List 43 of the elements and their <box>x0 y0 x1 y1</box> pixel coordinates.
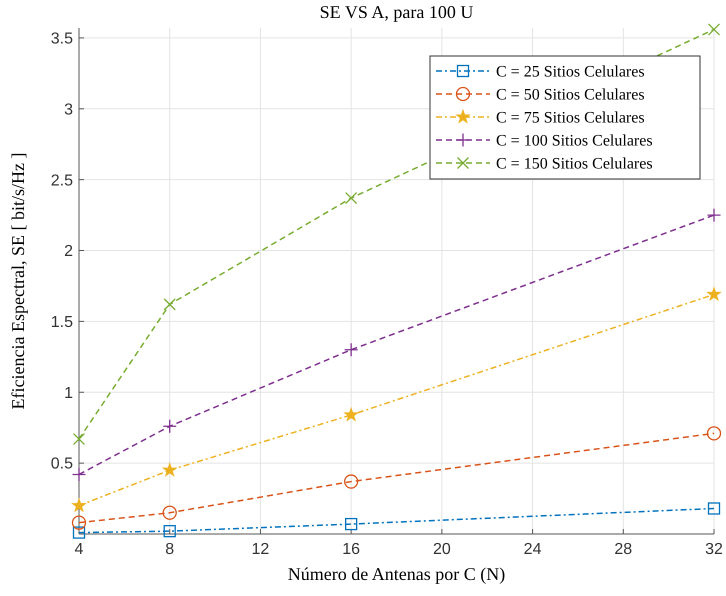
point <box>72 432 86 446</box>
x-tick-label: 12 <box>252 541 270 558</box>
point <box>344 192 358 204</box>
point <box>72 516 86 530</box>
legend-label: C = 150 Sitios Celulares <box>496 156 653 173</box>
y-axis-title: Eficiencia Espectral, SE [ bit/s/Hz ] <box>8 152 28 410</box>
x-tick-label: 20 <box>432 541 451 558</box>
x-tick-label: 32 <box>705 541 723 558</box>
y-tick-label: 1 <box>64 384 74 402</box>
x-tick-label: 8 <box>165 541 174 558</box>
point <box>162 462 177 476</box>
point <box>708 23 720 36</box>
legend-label: C = 75 Sitios Celulares <box>496 110 645 127</box>
x-tick-label: 28 <box>614 541 632 558</box>
legend-label: C = 50 Sitios Celulares <box>496 86 645 104</box>
x-tick-label: 16 <box>342 541 360 558</box>
y-tick-label: 2 <box>64 243 74 260</box>
x-axis-title: Número de Antenas por C (N) <box>288 564 506 584</box>
point <box>706 208 722 222</box>
point <box>344 474 358 489</box>
x-tick-label: 24 <box>524 541 542 558</box>
y-tick-label: 2.5 <box>50 172 74 190</box>
y-tick-label: 0.5 <box>50 456 74 473</box>
point <box>708 502 720 515</box>
point <box>162 506 177 520</box>
point <box>164 298 176 311</box>
point <box>72 467 86 482</box>
x-tick-label: 4 <box>74 541 84 558</box>
point <box>344 518 358 530</box>
point <box>72 526 86 539</box>
point <box>344 342 358 357</box>
point <box>706 287 722 301</box>
y-tick-label: 3 <box>64 101 74 118</box>
point <box>72 498 86 512</box>
point <box>706 426 722 441</box>
point <box>164 525 176 538</box>
legend-label: C = 25 Sitios Celulares <box>496 64 645 81</box>
legend-label: C = 100 Sitios Celulares <box>496 132 653 150</box>
point <box>162 419 177 434</box>
y-tick-label: 1.5 <box>50 314 74 331</box>
y-tick-label: 3.5 <box>50 30 74 48</box>
point <box>344 408 358 422</box>
chart-title: SE VS A, para 100 U <box>320 2 474 22</box>
